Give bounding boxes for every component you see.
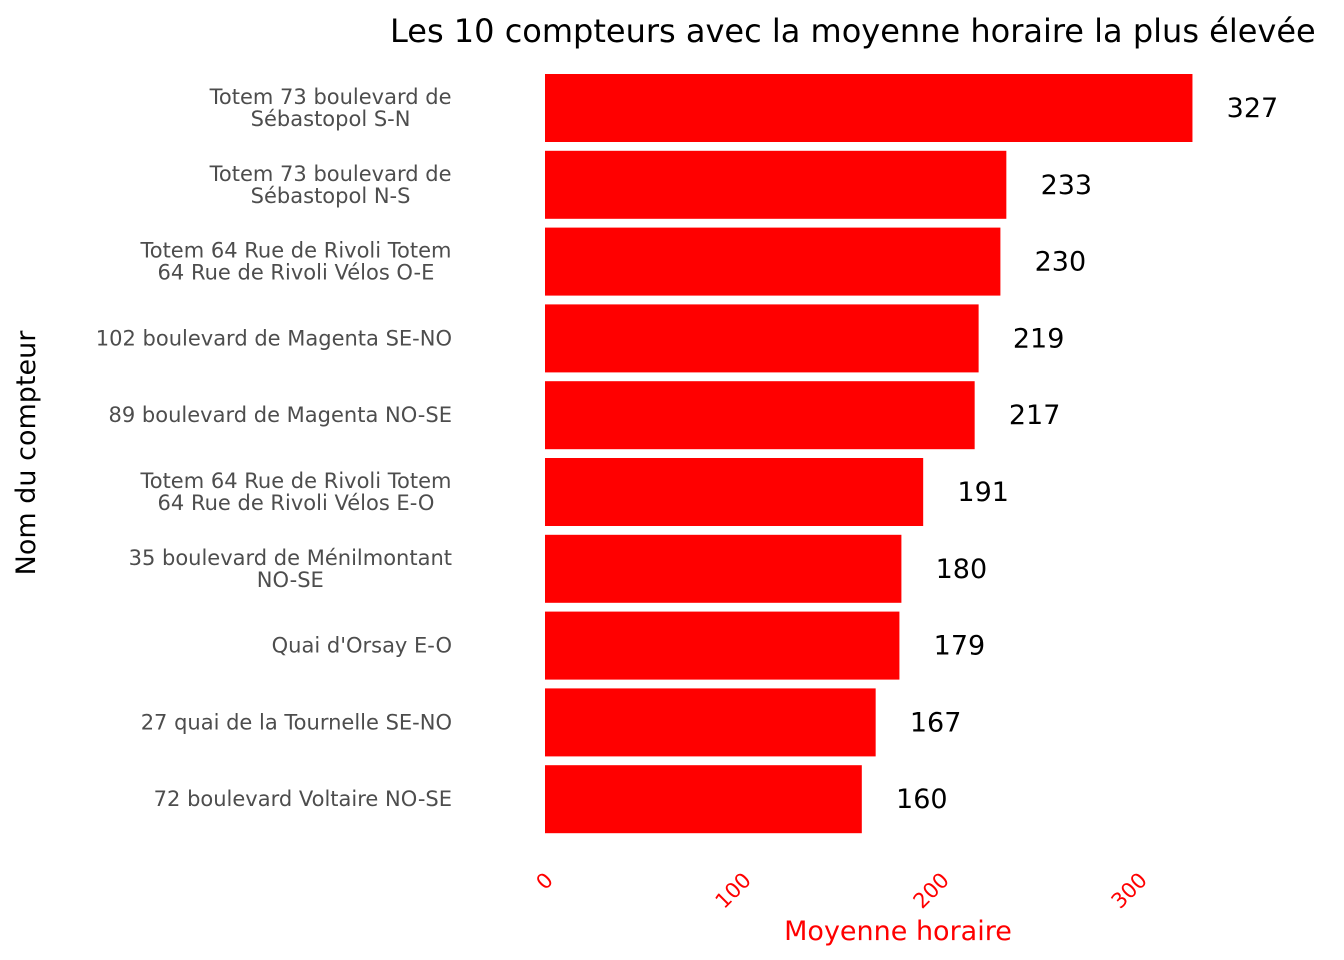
category-label: Totem 64 Rue de Rivoli Totem 64 Rue de Ri… xyxy=(139,469,451,515)
category-label: 27 quai de la Tournelle SE-NO xyxy=(141,710,452,734)
bar xyxy=(545,611,900,680)
y-axis-label: Nom du compteur xyxy=(11,330,42,576)
bar-value-label: 191 xyxy=(957,477,1009,508)
value-labels-group: 327 233 230 219 217 191 180 179 167 160 xyxy=(896,93,1278,815)
x-tick-label: 100 xyxy=(711,868,756,913)
x-tick-labels-group: 0 100 200 300 xyxy=(531,868,1151,913)
x-tick-label: 200 xyxy=(909,868,954,913)
x-axis-label: Moyenne horaire xyxy=(784,916,1012,947)
bar-value-label: 167 xyxy=(910,707,962,738)
chart-title: Les 10 compteurs avec la moyenne horaire… xyxy=(390,12,1316,50)
bar xyxy=(545,534,902,603)
bar xyxy=(545,458,924,526)
bar xyxy=(545,74,1193,142)
bar xyxy=(545,227,1001,296)
category-label: 89 boulevard de Magenta NO-SE xyxy=(109,403,452,427)
category-labels-group: Totem 73 boulevard de Sébastopol S-N Totem… xyxy=(96,85,452,811)
bar-value-label: 230 xyxy=(1035,247,1087,278)
category-label: Quai d'Orsay E-O xyxy=(272,634,452,658)
category-label: 72 boulevard Voltaire NO-SE xyxy=(154,787,452,811)
bars-group xyxy=(545,74,1193,834)
bar-value-label: 179 xyxy=(934,631,986,662)
bar xyxy=(545,150,1007,219)
bar-value-label: 217 xyxy=(1009,400,1061,431)
category-label: Totem 64 Rue de Rivoli Totem 64 Rue de Ri… xyxy=(139,239,451,285)
category-label: 102 boulevard de Magenta SE-NO xyxy=(96,326,452,350)
x-tick-label: 300 xyxy=(1107,868,1152,913)
bar-value-label: 327 xyxy=(1227,93,1279,124)
bar xyxy=(545,381,975,450)
bar-value-label: 180 xyxy=(936,554,988,585)
bar xyxy=(545,304,979,373)
bar xyxy=(545,765,862,834)
bar-value-label: 233 xyxy=(1041,170,1093,201)
bar-value-label: 160 xyxy=(896,784,948,815)
category-label: Totem 73 boulevard de Sébastopol S-N xyxy=(209,85,452,131)
bar xyxy=(545,688,876,757)
category-label: Totem 73 boulevard de Sébastopol N-S xyxy=(209,162,452,208)
bar-value-label: 219 xyxy=(1013,323,1065,354)
category-label: 35 boulevard de Ménilmontant NO-SE xyxy=(129,546,452,592)
x-tick-label: 0 xyxy=(531,868,557,894)
